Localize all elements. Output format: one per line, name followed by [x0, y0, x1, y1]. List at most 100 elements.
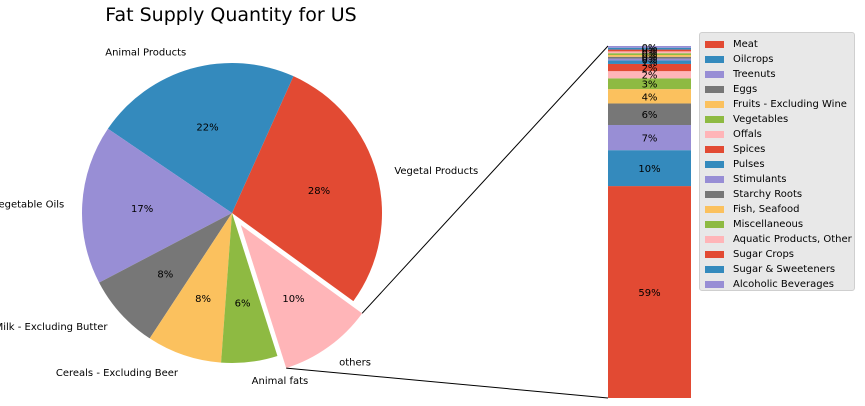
legend-item-starchy-roots: Starchy Roots [705, 187, 854, 202]
legend-swatch [705, 71, 724, 78]
legend-label: Alcoholic Beverages [733, 279, 834, 290]
bar-segment-starchy-roots [608, 56, 691, 59]
legend-item-meat: Meat [705, 37, 854, 52]
legend-swatch [705, 236, 724, 243]
bar-pct-label-meat: 59% [638, 288, 660, 299]
bar-pct-label-sugar-crops: 0% [642, 46, 658, 57]
bar-pct-label-alcoholic-beverages: 0% [642, 43, 658, 54]
legend-label: Stimulants [733, 174, 787, 185]
legend-swatch [705, 116, 724, 123]
pie-slice-animal-products [107, 63, 294, 213]
legend-item-treenuts: Treenuts [705, 67, 854, 82]
bar-segment-pulses [608, 60, 691, 64]
pie-slice-others [240, 225, 363, 369]
bar-pct-label-treenuts: 7% [642, 134, 658, 145]
bar-segment-alcoholic-beverages [608, 46, 691, 48]
legend-label: Fruits - Excluding Wine [733, 99, 847, 110]
bar-pct-label-offals: 2% [642, 71, 658, 82]
legend-swatch [705, 266, 724, 273]
bar-segment-fish-seafood [608, 54, 691, 57]
legend-label: Miscellaneous [733, 219, 804, 230]
legend-item-aquatic-products-other: Aquatic Products, Other [705, 232, 854, 247]
connector-line-top [361, 45, 609, 314]
legend-label: Pulses [733, 159, 765, 170]
bar-pct-label-pulses: 1% [642, 58, 658, 69]
bar-segment-eggs [608, 103, 691, 126]
legend-label: Sugar & Sweeteners [733, 264, 836, 275]
pie-category-label-vegetal-products: Vegetal Products [394, 166, 478, 177]
legend-swatch [705, 161, 724, 168]
bar-segment-treenuts [608, 125, 691, 151]
legend-item-oilcrops: Oilcrops [705, 52, 854, 67]
connector-lines [286, 45, 609, 399]
bar-pct-label-vegetables: 3% [642, 80, 658, 91]
pie-category-label-animal-products: Animal Products [105, 47, 186, 58]
bar-pct-label-eggs: 6% [642, 110, 658, 121]
pie-chart: 28% Vegetal Products 22% Animal Products 17%… [0, 47, 478, 386]
stacked-bar-chart: 59%10%7%6%4%3%2%2%1%0%0%0%0%0%0%0%0% [608, 43, 691, 398]
bar-segment-oilcrops [608, 150, 691, 187]
legend-label: Vegetables [733, 114, 789, 125]
legend-label: Fish, Seafood [733, 204, 800, 215]
bar-pct-label-spices: 2% [642, 64, 658, 75]
bar-segment-spices [608, 63, 691, 72]
legend-label: Sugar Crops [733, 249, 795, 260]
pie-category-label-milk-excluding-butter: Milk - Excluding Butter [0, 322, 108, 333]
connector-line-bottom [286, 367, 609, 399]
bar-pct-label-miscellaneous: 0% [642, 50, 658, 61]
legend-swatch [705, 176, 724, 183]
legend-item-offals: Offals [705, 127, 854, 142]
legend-label: Starchy Roots [733, 189, 803, 200]
legend-label: Spices [733, 144, 766, 155]
bar-segment-offals [608, 71, 691, 79]
pie-pct-label-animal-products: 22% [196, 122, 218, 133]
legend-label: Oilcrops [733, 54, 774, 65]
legend-swatch [705, 191, 724, 198]
pie-pct-label-vegetal-products: 28% [308, 186, 330, 197]
legend-item-pulses: Pulses [705, 157, 854, 172]
legend-label: Treenuts [733, 69, 776, 80]
legend-item-vegetables: Vegetables [705, 112, 854, 127]
bar-pct-label-starchy-roots: 0% [642, 54, 658, 65]
legend-label: Meat [733, 39, 758, 50]
legend-item-spices: Spices [705, 142, 854, 157]
bar-pct-label-sugar-sweeteners: 0% [642, 45, 658, 56]
bar-segment-vegetables [608, 78, 691, 90]
legend-swatch [705, 86, 724, 93]
bar-pct-label-fish-seafood: 0% [642, 52, 658, 63]
legend-label: Offals [733, 129, 762, 140]
legend-swatch [705, 41, 724, 48]
pie-pct-label-cereals-excluding-beer: 8% [195, 294, 211, 305]
pie-pct-label-animal-fats: 6% [235, 298, 251, 309]
legend-item-sugar-sweeteners: Sugar & Sweeteners [705, 262, 854, 277]
legend-swatch [705, 146, 724, 153]
legend-item-eggs: Eggs [705, 82, 854, 97]
legend-item-miscellaneous: Miscellaneous [705, 217, 854, 232]
pie-slice-animal-fats [221, 213, 278, 363]
legend-label: Aquatic Products, Other [733, 234, 852, 245]
pie-category-label-animal-fats: Animal fats [252, 376, 309, 387]
legend-swatch [705, 251, 724, 258]
chart-title: Fat Supply Quantity for US [105, 4, 357, 26]
bar-pct-label-fruits-excluding-wine: 4% [642, 92, 658, 103]
pie-slice-vegetal-products [232, 76, 382, 302]
bar-segment-stimulants [608, 58, 691, 61]
bar-segment-sugar-crops [608, 49, 691, 52]
pie-slice-vegetable-oils [81, 128, 232, 283]
bar-pct-label-oilcrops: 10% [638, 164, 660, 175]
legend-swatch [705, 56, 724, 63]
pie-category-label-vegetable-oils: Vegetable Oils [0, 199, 64, 210]
legend-swatch [705, 206, 724, 213]
bar-pct-label-stimulants: 0% [642, 55, 658, 66]
bar-segment-sugar-sweeteners [608, 47, 691, 50]
pie-slice-cereals-excluding-beer [149, 213, 232, 363]
pie-pct-label-vegetable-oils: 17% [131, 204, 153, 215]
legend-swatch [705, 101, 724, 108]
bar-segment-meat [608, 186, 691, 398]
pie-pct-label-milk-excluding-butter: 8% [157, 269, 173, 280]
legend-item-sugar-crops: Sugar Crops [705, 247, 854, 262]
bar-pct-label-aquatic-products-other: 0% [642, 48, 658, 59]
legend-item-alcoholic-beverages: Alcoholic Beverages [705, 277, 854, 292]
pie-pct-label-others: 10% [282, 294, 304, 305]
